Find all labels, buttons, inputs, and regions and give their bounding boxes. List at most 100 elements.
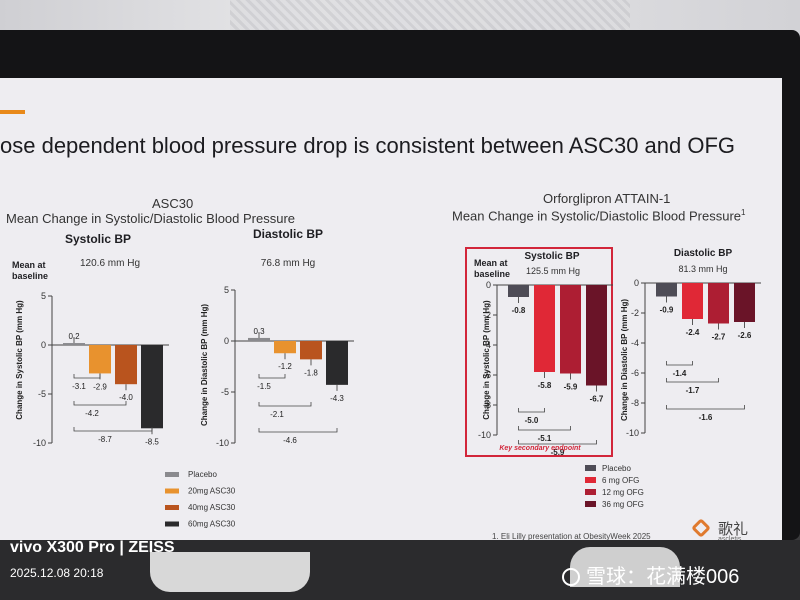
wall-pattern — [230, 0, 630, 34]
baseline-label: baseline — [474, 269, 510, 279]
legend-swatch — [585, 477, 596, 483]
bar-4 — [326, 341, 348, 385]
difference-label: -5.1 — [538, 434, 552, 443]
bar-1 — [656, 283, 677, 297]
bar-2 — [534, 285, 555, 372]
bar-2 — [89, 345, 111, 374]
left-subtitle: Mean Change in Systolic/Diastolic Blood … — [6, 211, 296, 226]
baseline-value: 120.6 mm Hg — [80, 258, 140, 269]
y-tick-label: 5 — [224, 285, 229, 295]
difference-label: -1.4 — [673, 369, 687, 378]
legend-label: Placebo — [188, 470, 217, 479]
difference-label: -1.5 — [257, 382, 271, 391]
right-subtitle-superscript: 1 — [741, 208, 746, 217]
bar-value-label: -4.3 — [330, 394, 344, 403]
difference-bracket — [666, 378, 719, 383]
legend-swatch — [165, 505, 179, 510]
right-subtitle-text: Mean Change in Systolic/Diastolic Blood … — [452, 208, 742, 224]
y-tick-label: -8 — [483, 400, 491, 410]
y-axis-label: Change in Diastolic BP (mm Hg) — [620, 299, 629, 421]
difference-label: -5.0 — [525, 416, 539, 425]
y-axis-label: Change in Diastolic BP (mm Hg) — [200, 304, 209, 426]
chart-title: Systolic BP — [65, 232, 131, 246]
y-tick-label: -5 — [221, 387, 229, 397]
difference-bracket — [518, 408, 545, 413]
footnote: 1. Eli Lilly presentation at ObesityWeek… — [492, 532, 651, 541]
baseline-value: 81.3 mm Hg — [678, 264, 727, 274]
chart-title: Diastolic BP — [674, 248, 733, 259]
difference-label: -8.7 — [98, 435, 112, 444]
bar-value-label: -2.6 — [738, 331, 752, 340]
difference-label: -1.7 — [686, 386, 700, 395]
phone-stand-right — [570, 547, 680, 587]
y-tick-label: -4 — [483, 340, 491, 350]
bar-value-label: -1.2 — [278, 362, 292, 371]
annotation-text: Key secondary endpoint — [499, 445, 581, 452]
difference-bracket — [73, 427, 153, 432]
bar-value-label: -8.5 — [145, 437, 159, 446]
y-tick-label: -5 — [38, 389, 46, 399]
right-subtitle: Mean Change in Systolic/Diastolic Blood … — [452, 208, 745, 223]
bar-3 — [115, 345, 137, 385]
difference-bracket — [73, 374, 101, 379]
y-tick-label: 5 — [41, 291, 46, 301]
baseline-value: 125.5 mm Hg — [526, 266, 580, 276]
bar-4 — [141, 345, 163, 429]
legend-swatch — [165, 488, 179, 494]
legend-swatch — [165, 472, 179, 477]
site-watermark-icon — [562, 568, 580, 586]
difference-bracket — [258, 402, 312, 407]
legend-swatch — [585, 501, 596, 507]
accent-bar — [0, 110, 25, 114]
legend-swatch — [165, 521, 179, 527]
bar-2 — [274, 341, 296, 354]
baseline-label: Mean at — [474, 258, 508, 268]
chart-title: Systolic BP — [524, 251, 579, 262]
legend-label: 20mg ASC30 — [188, 487, 236, 496]
slide-title: ose dependent blood pressure drop is con… — [0, 133, 736, 158]
bar-value-label: -0.9 — [660, 306, 674, 315]
bar-4 — [734, 283, 755, 322]
camera-datetime-watermark: 2025.12.08 20:18 — [10, 566, 104, 580]
legend-label: 36 mg OFG — [602, 500, 644, 509]
legend-label: 60mg ASC30 — [188, 520, 236, 529]
bar-2 — [682, 283, 703, 319]
y-tick-label: 0 — [41, 340, 46, 350]
bar-1 — [508, 285, 529, 297]
y-tick-label: -6 — [631, 368, 639, 378]
difference-bracket — [258, 428, 338, 433]
y-axis-label: Change in Systolic BP (mm Hg) — [15, 300, 24, 420]
y-tick-label: -10 — [33, 438, 46, 448]
right-title: Orforglipron ATTAIN-1 — [543, 191, 671, 206]
bar-value-label: -6.7 — [590, 395, 604, 404]
slide-screen: ose dependent blood pressure drop is con… — [0, 78, 782, 556]
legend-label: 6 mg OFG — [602, 476, 639, 485]
legend-swatch — [585, 465, 596, 471]
bar-value-label: -2.4 — [686, 328, 700, 337]
y-tick-label: -4 — [631, 338, 639, 348]
bar-value-label: -2.7 — [712, 333, 726, 342]
y-tick-label: 0 — [634, 278, 639, 288]
difference-label: -5.9 — [551, 448, 565, 457]
legend-label: 12 mg OFG — [602, 488, 644, 497]
bar-value-label: -5.9 — [564, 383, 578, 392]
bar-3 — [708, 283, 729, 324]
difference-label: -4.6 — [283, 436, 297, 445]
site-watermark: 雪球：花满楼006 — [562, 560, 739, 589]
baseline-label: Mean at — [12, 260, 46, 270]
y-tick-label: -8 — [631, 398, 639, 408]
left-title: ASC30 — [152, 196, 194, 211]
highlight-box — [465, 247, 613, 457]
y-tick-label: -6 — [483, 370, 491, 380]
difference-label: -1.6 — [699, 413, 713, 422]
y-tick-label: -10 — [216, 438, 229, 448]
phone-stand-left — [150, 552, 310, 592]
difference-bracket — [73, 401, 127, 406]
bar-value-label: -5.8 — [538, 381, 552, 390]
baseline-label: baseline — [12, 271, 48, 281]
bar-value-label: -4.0 — [119, 393, 133, 402]
chart-title: Diastolic BP — [253, 227, 323, 241]
bar-3 — [560, 285, 581, 374]
difference-bracket — [666, 405, 745, 410]
